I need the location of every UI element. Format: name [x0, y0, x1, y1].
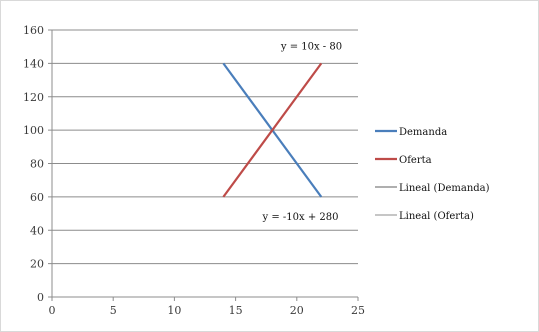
legend-label: Lineal (Oferta)	[399, 211, 474, 222]
equation-label-demanda: y = -10x + 280	[262, 212, 339, 223]
x-tick-label: 20	[290, 304, 304, 317]
y-tick-label: 20	[30, 258, 44, 271]
gridlines	[52, 29, 358, 265]
x-axis-ticks: 0 5 10 15 20 25	[49, 297, 365, 317]
equation-label-oferta: y = 10x - 80	[280, 42, 342, 53]
y-tick-label: 100	[23, 124, 44, 137]
y-tick-label: 120	[23, 91, 44, 104]
plot-lines	[222, 62, 323, 198]
y-axis-ticks: 0 20 40 60 80 100 120 140 160	[23, 24, 52, 304]
x-tick-label: 25	[351, 304, 365, 317]
series-line-oferta	[222, 62, 323, 198]
x-tick-label: 15	[229, 304, 243, 317]
y-tick-label: 140	[23, 57, 44, 70]
x-tick-label: 0	[49, 304, 56, 317]
legend: Demanda Oferta Lineal (Demanda) Lineal (Ofe…	[375, 127, 490, 222]
y-tick-label: 60	[30, 191, 44, 204]
y-tick-label: 0	[37, 291, 44, 304]
legend-label: Oferta	[399, 155, 432, 166]
y-tick-label: 80	[30, 158, 44, 171]
x-tick-label: 5	[110, 304, 117, 317]
x-tick-label: 10	[167, 304, 181, 317]
y-tick-label: 160	[23, 24, 44, 37]
y-tick-label: 40	[30, 224, 44, 237]
legend-label: Demanda	[399, 127, 447, 138]
legend-label: Lineal (Demanda)	[399, 183, 490, 194]
